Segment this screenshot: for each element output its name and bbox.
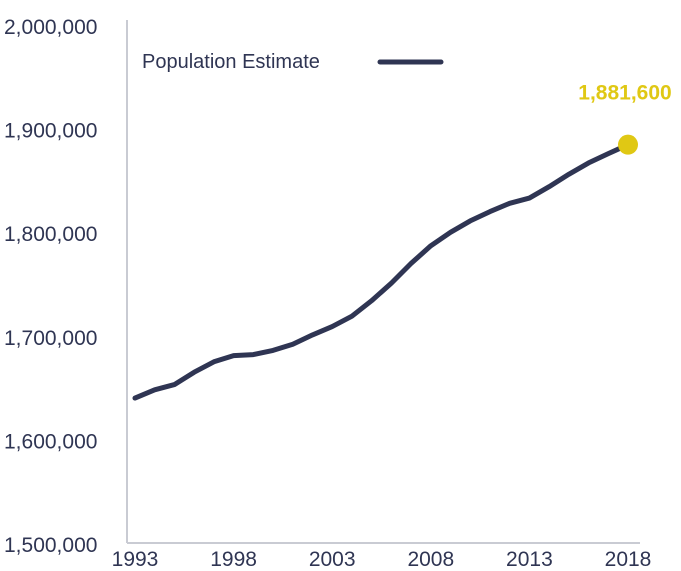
x-tick-label: 2018	[605, 548, 652, 571]
x-tick-labels: 1993 1998 2003 2008 2013 2018	[112, 548, 652, 571]
y-tick-label: 1,800,000	[4, 223, 97, 246]
data-point	[192, 370, 197, 375]
data-point	[507, 201, 512, 206]
y-tick-label: 1,700,000	[4, 327, 97, 350]
data-point	[310, 332, 315, 337]
data-point	[389, 281, 394, 286]
data-point	[349, 314, 354, 319]
data-point	[251, 352, 256, 357]
data-point	[487, 209, 492, 214]
legend: Population Estimate	[142, 51, 444, 73]
legend-label: Population Estimate	[142, 51, 320, 73]
data-point	[152, 387, 157, 392]
data-point	[231, 353, 236, 358]
y-tick-label: 2,000,000	[4, 16, 97, 39]
data-point	[527, 196, 532, 201]
data-point	[428, 243, 433, 248]
data-point	[468, 218, 473, 223]
data-point	[547, 184, 552, 189]
highlight-value-label: 1,881,600	[578, 82, 671, 105]
data-point	[566, 172, 571, 177]
data-point	[271, 348, 276, 353]
data-point	[290, 342, 295, 347]
x-tick-label: 1998	[210, 548, 257, 571]
data-point	[409, 261, 414, 266]
y-tick-label: 1,500,000	[4, 534, 97, 557]
x-tick-label: 2013	[506, 548, 553, 571]
data-point	[133, 396, 138, 401]
series-line-population-estimate	[132, 142, 631, 401]
data-point	[172, 382, 177, 387]
data-point	[369, 298, 374, 303]
data-point	[211, 359, 216, 364]
data-point	[448, 230, 453, 235]
x-tick-label: 2008	[407, 548, 454, 571]
y-tick-label: 1,600,000	[4, 430, 97, 453]
x-tick-label: 2003	[309, 548, 356, 571]
data-point	[606, 151, 611, 156]
y-tick-label: 1,900,000	[4, 120, 97, 143]
data-point	[586, 160, 591, 165]
highlight-point	[618, 134, 638, 155]
y-tick-labels: 1,500,000 1,600,000 1,700,000 1,800,000 1,90…	[4, 16, 97, 557]
data-point	[330, 324, 335, 329]
x-tick-label: 1993	[112, 548, 159, 571]
